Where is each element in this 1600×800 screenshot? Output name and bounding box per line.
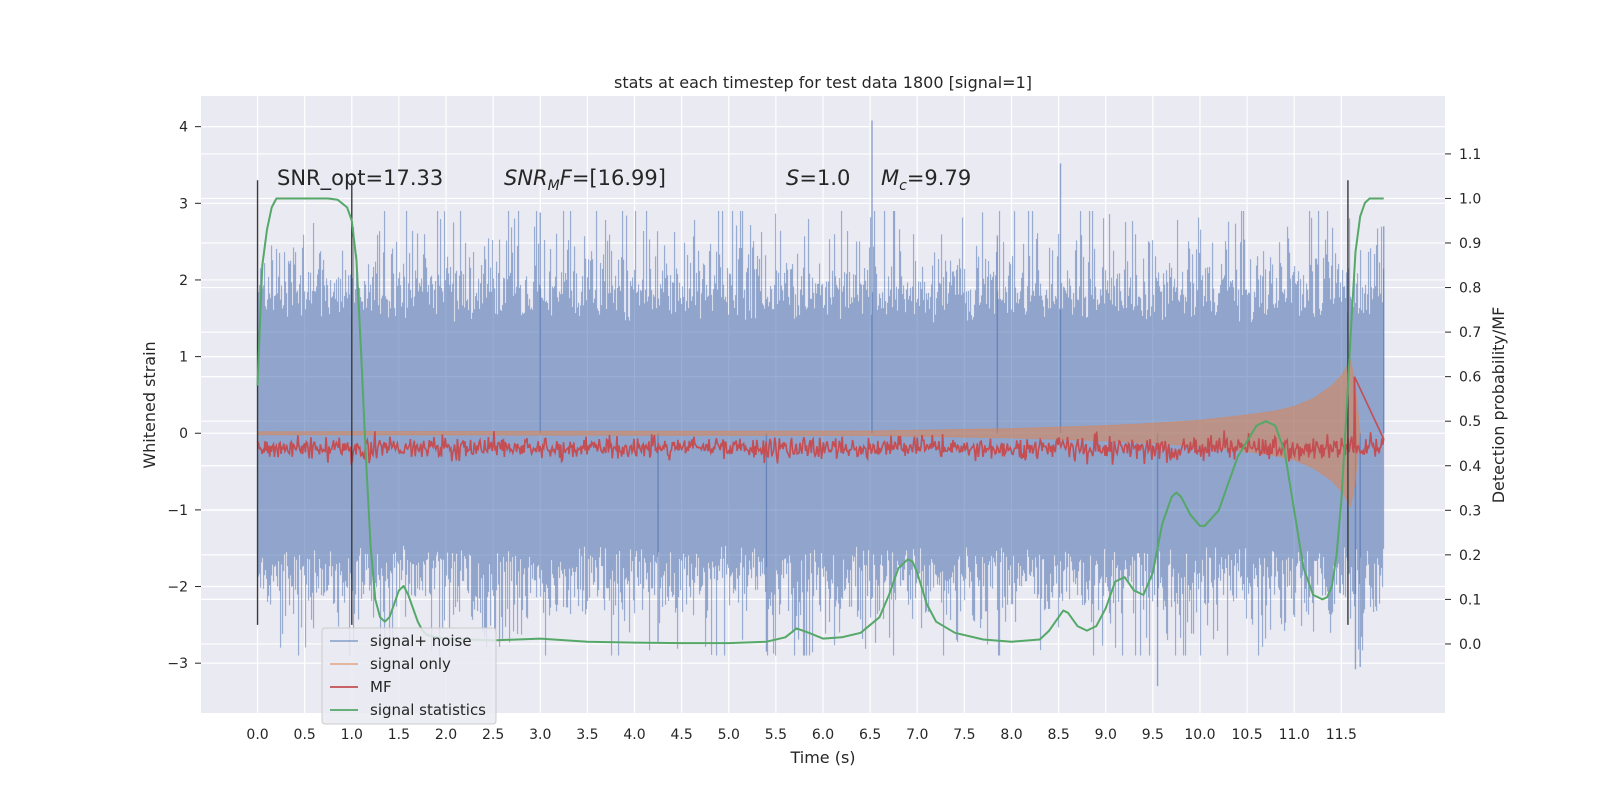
- x-tick-label: 5.5: [765, 727, 787, 743]
- annotation-s: S=1.0: [786, 166, 850, 190]
- y-tick-label: 1: [179, 350, 188, 366]
- y-tick-label: −1: [167, 503, 188, 519]
- y2-tick-label: 0.1: [1459, 592, 1481, 608]
- y2-tick-label: 1.0: [1459, 191, 1481, 207]
- y2-tick-label: 0.2: [1459, 548, 1481, 564]
- y2-axis-ticks: 0.0 0.1 0.2 0.3 0.4 0.5 0.6 0.7 0.8 0.9 1.0 1.1: [1445, 147, 1481, 653]
- x-tick-label: 2.0: [435, 727, 457, 743]
- y-tick-label: 0: [179, 426, 188, 442]
- y-tick-label: −2: [167, 580, 188, 596]
- mc-symbol: M: [881, 166, 899, 190]
- snr-mf-value: =[16.99]: [572, 166, 666, 190]
- y-tick-label: 4: [179, 120, 188, 136]
- x-axis-ticks: 0.0 0.5 1.0 1.5 2.0 2.5 3.0 3.5 4.0 4.5 5.0 5.5 6.0 6…: [246, 727, 1357, 743]
- annotation-mc: Mc=9.79: [881, 166, 971, 194]
- x-tick-label: 2.5: [482, 727, 504, 743]
- s-value: =1.0: [799, 166, 850, 190]
- legend: signal+ noise signal only MF signal stat…: [321, 627, 497, 725]
- x-tick-label: 7.0: [906, 727, 928, 743]
- x-tick-label: 4.0: [623, 727, 645, 743]
- signal-noise-series: [256, 120, 1385, 687]
- legend-box: [321, 627, 497, 725]
- snr-mf-sub: M: [548, 178, 560, 194]
- x-tick-label: 9.5: [1142, 727, 1164, 743]
- y2-tick-label: 0.6: [1459, 370, 1481, 386]
- y2-tick-label: 1.1: [1459, 147, 1481, 163]
- y-tick-label: 3: [179, 196, 188, 212]
- legend-label-noise: signal+ noise: [370, 632, 472, 650]
- x-tick-label: 5.0: [718, 727, 740, 743]
- snr-mf-prefix: SNR: [504, 166, 548, 190]
- x-tick-label: 4.5: [671, 727, 693, 743]
- x-tick-label: 10.0: [1184, 727, 1215, 743]
- y2-axis-label: Detection probability/MF: [1489, 307, 1508, 504]
- snr-mf-mid: F: [560, 166, 573, 190]
- x-tick-label: 11.5: [1326, 727, 1357, 743]
- y2-tick-label: 0.9: [1459, 236, 1481, 252]
- x-axis-label: Time (s): [789, 748, 855, 767]
- signal-statistics-line: [256, 197, 1384, 645]
- x-tick-label: 3.0: [529, 727, 551, 743]
- x-tick-label: 0.5: [294, 727, 316, 743]
- mc-sub: c: [899, 178, 907, 194]
- x-tick-label: 3.5: [576, 727, 598, 743]
- x-tick-label: 11.0: [1279, 727, 1310, 743]
- y2-tick-label: 0.5: [1459, 414, 1481, 430]
- mc-value: =9.79: [907, 166, 971, 190]
- x-tick-label: 7.5: [953, 727, 975, 743]
- mf-line: [256, 376, 1385, 466]
- s-symbol: S: [786, 166, 799, 190]
- x-tick-label: 1.0: [341, 727, 363, 743]
- x-tick-label: 10.5: [1232, 727, 1263, 743]
- signal-statistics-series: [256, 197, 1384, 645]
- y-tick-label: 2: [179, 273, 188, 289]
- x-tick-label: 8.5: [1047, 727, 1069, 743]
- x-tick-label: 1.5: [388, 727, 410, 743]
- chart-title: stats at each timestep for test data 180…: [614, 73, 1032, 92]
- y-axis-ticks: −3 −2 −1 0 1 2 3 4: [167, 120, 201, 672]
- annotation-snr-opt: SNR_opt=17.33: [277, 166, 443, 191]
- x-tick-label: 0.0: [246, 727, 268, 743]
- y-axis-label: Whitened strain: [140, 341, 159, 468]
- legend-label-signal: signal only: [370, 655, 451, 673]
- legend-label-mf: MF: [370, 678, 392, 696]
- y2-tick-label: 0.3: [1459, 503, 1481, 519]
- y2-tick-label: 0.8: [1459, 281, 1481, 297]
- x-tick-label: 6.0: [812, 727, 834, 743]
- x-tick-label: 9.0: [1095, 727, 1117, 743]
- annotation-snr-mf: SNRMF=[16.99]: [504, 166, 666, 194]
- mf-series: [256, 376, 1385, 466]
- annotations: SNR_opt=17.33 SNRMF=[16.99] S=1.0 Mc=9.7…: [277, 166, 971, 194]
- legend-label-stats: signal statistics: [370, 701, 486, 719]
- y2-tick-label: 0.0: [1459, 637, 1481, 653]
- y-tick-label: −3: [167, 656, 188, 672]
- y2-tick-label: 0.4: [1459, 459, 1481, 475]
- x-tick-label: 6.5: [859, 727, 881, 743]
- y2-tick-label: 0.7: [1459, 325, 1481, 341]
- x-tick-label: 8.0: [1000, 727, 1022, 743]
